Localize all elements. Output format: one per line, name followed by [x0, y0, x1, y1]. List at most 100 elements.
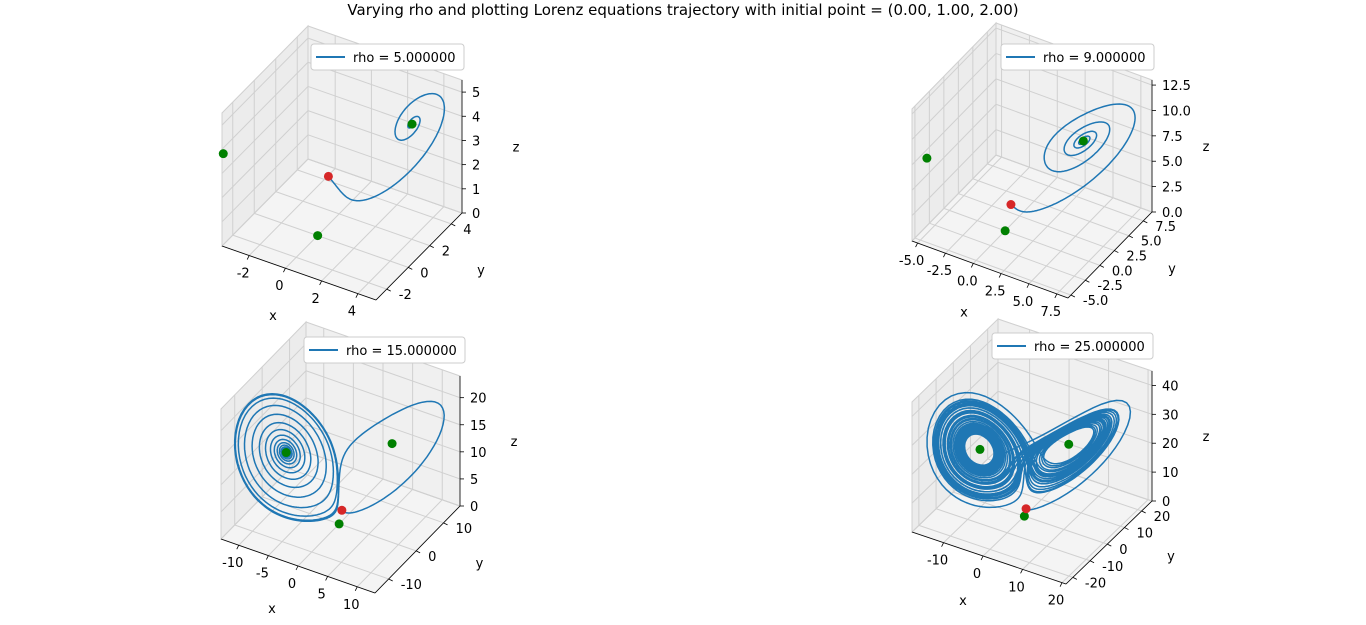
- z-tick-label: 20: [470, 392, 487, 407]
- subplot-rho-15: -10 -5 0 5 10 -10 0 10 0 5 10 15 20 x y z rho = 15.00000…: [220, 320, 518, 617]
- x-tick-label: 0: [275, 279, 283, 294]
- z-tick-label: 5: [472, 86, 480, 101]
- z-gridline: [307, 134, 463, 190]
- fixed-point-marker: [218, 149, 228, 159]
- y-gridline: [918, 524, 1074, 578]
- x-tick-mark: [943, 253, 946, 258]
- y-axis-label: y: [477, 264, 485, 279]
- x-axis-label: x: [960, 306, 968, 321]
- z-gridline: [305, 397, 461, 453]
- z-gridline: [221, 61, 309, 150]
- x-tick-mark: [915, 242, 918, 248]
- y-tick-label: 4: [463, 223, 471, 238]
- fixed-point-marker: [1078, 136, 1088, 146]
- z-tick-label: 4: [472, 110, 480, 125]
- z-gridline: [911, 103, 997, 191]
- y-gridline: [234, 524, 389, 580]
- y-tick-label: 2: [442, 245, 450, 260]
- x-tick-mark: [941, 542, 944, 547]
- x-tick-mark: [980, 555, 984, 561]
- z-gridline: [221, 86, 309, 174]
- z-tick-label: 40: [1162, 379, 1179, 394]
- y-tick-mark: [1070, 294, 1076, 298]
- y-tick-label: 7.5: [1155, 220, 1176, 235]
- x-tick-mark: [1059, 582, 1063, 587]
- y-axis-line: [1067, 211, 1153, 299]
- fixed-point-marker: [334, 519, 344, 529]
- x-tick-label: -5.0: [899, 254, 924, 269]
- y-gridline: [289, 468, 444, 524]
- x-gridline: [1061, 499, 1149, 584]
- z-axis-label: z: [511, 435, 518, 450]
- legend-label: rho = 5.000000: [353, 51, 456, 66]
- initial-point-marker: [323, 171, 333, 181]
- y-axis-label: y: [1168, 262, 1176, 277]
- x-tick-mark: [354, 586, 358, 591]
- z-gridline: [307, 110, 463, 166]
- y-tick-label: -10: [1102, 560, 1123, 575]
- fixed-point-marker: [1000, 226, 1010, 236]
- fixed-point-marker: [1064, 439, 1074, 449]
- z-gridline: [221, 110, 309, 198]
- y-tick-mark: [1099, 265, 1105, 268]
- x-tick-label: -2.5: [927, 264, 952, 279]
- x-axis-label: x: [959, 594, 967, 609]
- x-gridline: [1022, 485, 1109, 570]
- fixed-point-marker: [387, 439, 397, 449]
- x-gridline: [1056, 207, 1142, 295]
- x-tick-label: 10: [343, 598, 360, 613]
- x-tick-mark: [295, 565, 299, 571]
- z-tick-label: 10.0: [1162, 104, 1191, 119]
- z-tick-label: 0: [1162, 495, 1170, 510]
- z-gridline: [997, 419, 1153, 473]
- z-gridline: [307, 61, 463, 117]
- z-tick-label: 10: [1162, 466, 1179, 481]
- z-gridline: [221, 134, 309, 223]
- z-gridline: [911, 78, 997, 166]
- y-tick-mark: [1128, 235, 1134, 239]
- fixed-point-marker: [281, 448, 291, 458]
- x-tick-label: 2.5: [985, 285, 1006, 300]
- y-tick-label: 0: [428, 550, 436, 565]
- x-tick-label: 7.5: [1041, 305, 1062, 320]
- z-axis-label: z: [1203, 430, 1210, 445]
- subplot-rho-9: -5.0-2.50.02.55.07.5-5.0-2.50.02.55.07.5…: [899, 21, 1210, 321]
- z-tick-label: 0: [472, 207, 480, 222]
- x-gridline: [1028, 197, 1114, 285]
- z-tick-label: 0.0: [1162, 206, 1183, 221]
- z-gridline: [995, 78, 1153, 137]
- z-gridline: [220, 343, 307, 432]
- y-tick-label: 5.0: [1141, 235, 1162, 250]
- initial-point-marker: [1006, 200, 1016, 210]
- x-tick-label: 0: [288, 577, 296, 592]
- y-tick-label: 10: [1136, 527, 1153, 542]
- z-tick-label: 10: [470, 446, 487, 461]
- legend: rho = 9.000000: [1000, 43, 1155, 71]
- z-gridline: [911, 448, 999, 533]
- x-axis-line: [221, 245, 377, 301]
- x-gridline: [327, 489, 413, 577]
- x-tick-label: 2: [312, 292, 320, 307]
- z-axis-label: z: [513, 141, 520, 156]
- y-tick-mark: [415, 550, 421, 554]
- z-gridline: [221, 158, 309, 247]
- x-tick-mark: [319, 280, 323, 286]
- legend-box: [303, 336, 466, 364]
- y-tick-label: 20: [1154, 510, 1171, 525]
- x-tick-label: 20: [1048, 594, 1065, 609]
- y-axis-label: y: [1167, 550, 1175, 565]
- z-tick-label: 12.5: [1162, 79, 1191, 94]
- x-tick-label: -5: [256, 567, 269, 582]
- x-tick-mark: [283, 268, 286, 273]
- y-tick-label: -2: [399, 288, 412, 303]
- legend: rho = 25.000000: [991, 332, 1154, 360]
- x-gridline: [285, 180, 372, 269]
- z-tick-label: 7.5: [1162, 130, 1183, 145]
- x-tick-mark: [325, 576, 328, 581]
- z-tick-label: 2.5: [1162, 181, 1183, 196]
- x-gridline: [356, 499, 443, 588]
- z-gridline: [307, 158, 463, 214]
- fixed-point-marker: [407, 119, 417, 129]
- legend-box: [991, 332, 1154, 360]
